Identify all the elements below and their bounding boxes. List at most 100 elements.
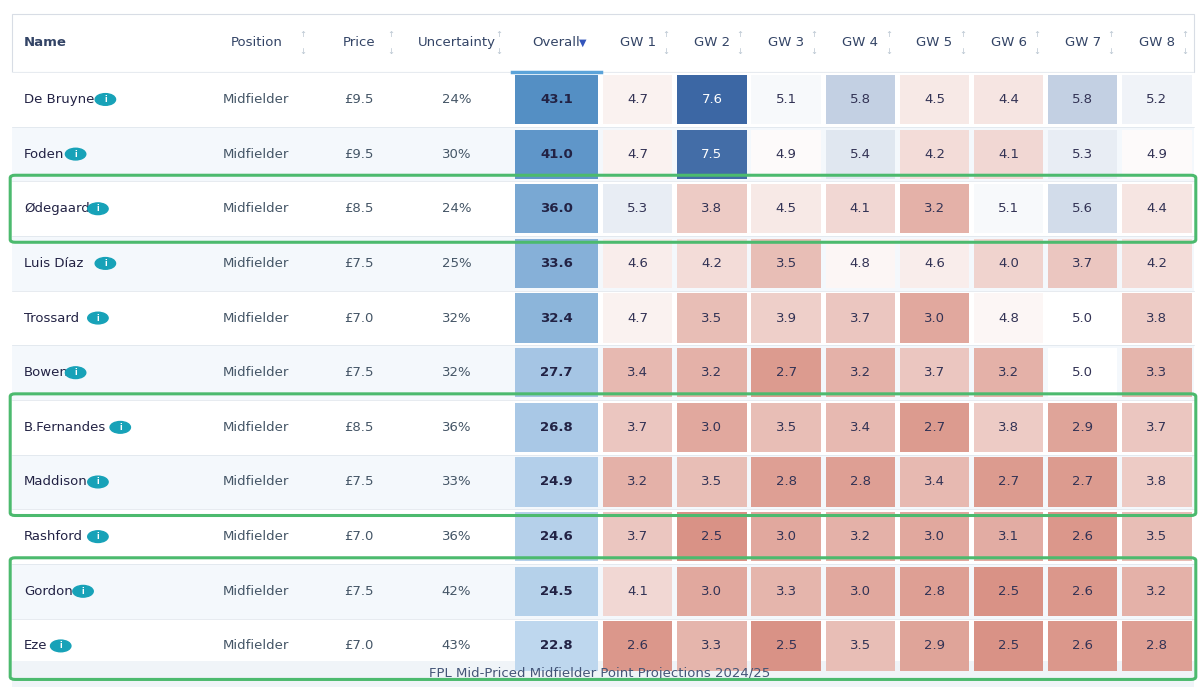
Bar — [515, 621, 599, 671]
Text: 3.3: 3.3 — [1146, 366, 1168, 379]
Text: GW 7: GW 7 — [1064, 36, 1100, 49]
Text: 2.6: 2.6 — [1073, 640, 1093, 653]
Text: 4.2: 4.2 — [1146, 257, 1168, 270]
Bar — [1122, 348, 1192, 397]
Text: 2.8: 2.8 — [850, 475, 871, 488]
Text: 3.5: 3.5 — [701, 475, 722, 488]
Text: 24.6: 24.6 — [540, 530, 572, 543]
Text: GW 4: GW 4 — [842, 36, 878, 49]
Bar — [974, 621, 1043, 671]
Bar — [1048, 239, 1117, 288]
Text: ▼: ▼ — [580, 38, 587, 48]
Bar — [751, 458, 821, 506]
Bar — [515, 567, 599, 616]
Text: 26.8: 26.8 — [540, 421, 572, 434]
Text: 2.6: 2.6 — [1073, 530, 1093, 543]
Text: 3.0: 3.0 — [924, 530, 944, 543]
Text: GW 2: GW 2 — [694, 36, 730, 49]
Circle shape — [73, 585, 94, 597]
Text: 4.5: 4.5 — [775, 202, 797, 215]
Bar — [751, 239, 821, 288]
Bar — [677, 184, 746, 234]
Text: Gordon: Gordon — [24, 585, 73, 598]
Text: 4.1: 4.1 — [998, 148, 1019, 161]
Bar — [1122, 184, 1192, 234]
Text: £7.5: £7.5 — [344, 366, 374, 379]
Text: ↑: ↑ — [1033, 30, 1040, 39]
Bar — [604, 621, 672, 671]
Bar — [604, 567, 672, 616]
Bar — [974, 239, 1043, 288]
Bar — [1048, 621, 1117, 671]
Text: 5.1: 5.1 — [775, 93, 797, 106]
Text: 3.8: 3.8 — [998, 421, 1019, 434]
Circle shape — [95, 258, 115, 269]
Circle shape — [88, 531, 108, 543]
Text: ↓: ↓ — [737, 47, 744, 56]
Text: 3.7: 3.7 — [850, 311, 871, 324]
Text: 43%: 43% — [442, 640, 472, 653]
Text: Trossard: Trossard — [24, 311, 79, 324]
Text: 2.7: 2.7 — [775, 366, 797, 379]
Circle shape — [50, 640, 71, 652]
Circle shape — [88, 203, 108, 214]
Text: Luis Díaz: Luis Díaz — [24, 257, 83, 270]
Bar — [12, 661, 1194, 687]
Bar — [826, 75, 895, 124]
Text: 3.0: 3.0 — [701, 421, 722, 434]
Circle shape — [65, 148, 86, 160]
Text: 3.2: 3.2 — [628, 475, 648, 488]
Text: 32.4: 32.4 — [540, 311, 572, 324]
Bar — [677, 293, 746, 343]
Text: 32%: 32% — [442, 311, 472, 324]
Bar — [826, 512, 895, 561]
Bar — [900, 348, 970, 397]
Text: Midfielder: Midfielder — [223, 640, 289, 653]
Bar — [1122, 239, 1192, 288]
Bar — [1048, 184, 1117, 234]
Text: i: i — [104, 95, 107, 104]
Text: 3.0: 3.0 — [701, 585, 722, 598]
Text: Foden: Foden — [24, 148, 65, 161]
Text: 4.2: 4.2 — [924, 148, 944, 161]
Bar — [604, 348, 672, 397]
Text: 3.7: 3.7 — [628, 421, 648, 434]
Text: 27.7: 27.7 — [540, 366, 572, 379]
Bar — [826, 458, 895, 506]
Text: GW 6: GW 6 — [990, 36, 1026, 49]
Bar — [12, 236, 1194, 291]
Text: 5.6: 5.6 — [1073, 202, 1093, 215]
Bar — [12, 509, 1194, 564]
Text: 4.6: 4.6 — [628, 257, 648, 270]
Text: 2.8: 2.8 — [775, 475, 797, 488]
Text: ↓: ↓ — [662, 47, 670, 56]
Bar — [677, 75, 746, 124]
Bar — [900, 458, 970, 506]
Text: ↓: ↓ — [884, 47, 892, 56]
Text: 36%: 36% — [442, 530, 472, 543]
Text: 4.7: 4.7 — [628, 311, 648, 324]
Text: 2.7: 2.7 — [924, 421, 944, 434]
Text: GW 5: GW 5 — [917, 36, 953, 49]
Text: FPL Mid-Priced Midfielder Point Projections 2024/25: FPL Mid-Priced Midfielder Point Projecti… — [430, 668, 770, 680]
Bar — [1048, 130, 1117, 179]
Bar — [604, 130, 672, 179]
Bar — [515, 130, 599, 179]
Text: 4.4: 4.4 — [998, 93, 1019, 106]
Text: 2.6: 2.6 — [1073, 585, 1093, 598]
Text: 36%: 36% — [442, 421, 472, 434]
Bar — [12, 400, 1194, 455]
Bar — [515, 512, 599, 561]
Bar — [974, 567, 1043, 616]
Bar — [1048, 293, 1117, 343]
Text: i: i — [119, 423, 121, 432]
Bar — [12, 564, 1194, 618]
Bar — [900, 184, 970, 234]
Text: 3.2: 3.2 — [850, 366, 871, 379]
Text: 3.2: 3.2 — [1146, 585, 1168, 598]
Text: Rashford: Rashford — [24, 530, 83, 543]
Bar — [12, 181, 1194, 236]
Bar — [604, 184, 672, 234]
Text: 24.9: 24.9 — [540, 475, 572, 488]
Bar — [974, 75, 1043, 124]
